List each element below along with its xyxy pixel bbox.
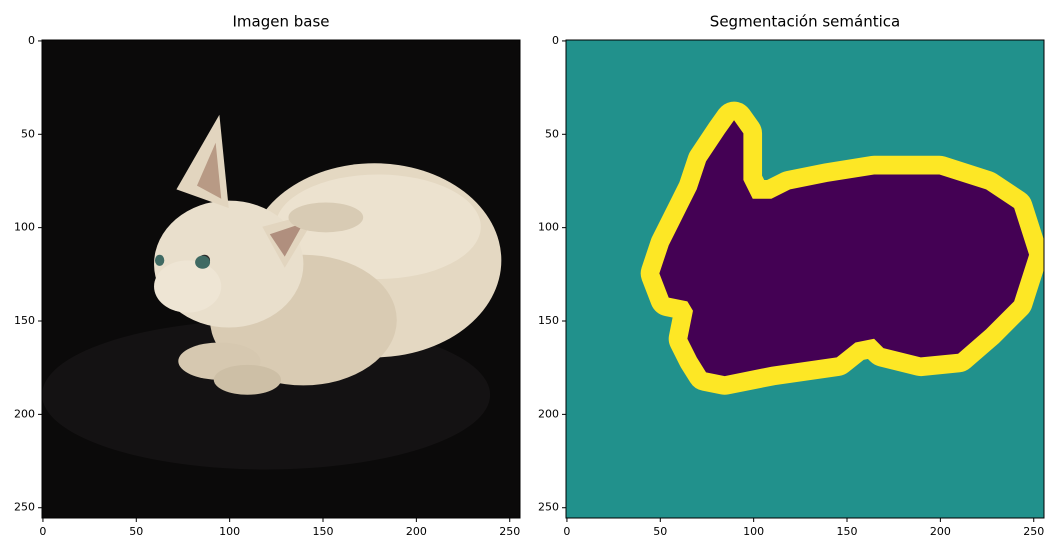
x-tick-label: 150 <box>837 525 858 538</box>
y-tick-label: 200 <box>538 407 559 420</box>
x-tick-label: 100 <box>219 525 240 538</box>
y-tick-label: 50 <box>545 127 559 140</box>
cat-photo <box>42 40 520 518</box>
image-area <box>566 40 1044 518</box>
image-area <box>42 40 520 518</box>
x-tick-label: 150 <box>313 525 334 538</box>
x-tick-label: 200 <box>930 525 951 538</box>
y-tick-label: 0 <box>28 34 35 47</box>
x-tick-label: 200 <box>406 525 427 538</box>
chart-title: Imagen base <box>232 13 329 31</box>
y-tick-label: 0 <box>552 34 559 47</box>
x-tick-label: 50 <box>129 525 143 538</box>
x-tick-label: 100 <box>743 525 764 538</box>
y-tick-label: 150 <box>538 314 559 327</box>
chart-title: Segmentación semántica <box>710 13 900 31</box>
x-tick-label: 250 <box>499 525 520 538</box>
y-tick-label: 200 <box>14 407 35 420</box>
y-tick-label: 250 <box>538 501 559 514</box>
y-tick-label: 100 <box>538 221 559 234</box>
y-tick-label: 150 <box>14 314 35 327</box>
x-tick-label: 50 <box>653 525 667 538</box>
y-tick-label: 100 <box>14 221 35 234</box>
x-tick-label: 0 <box>563 525 570 538</box>
segmentation-map <box>566 40 1044 518</box>
y-tick-label: 50 <box>21 127 35 140</box>
x-tick-label: 250 <box>1023 525 1044 538</box>
y-tick-label: 250 <box>14 501 35 514</box>
figure: Imagen base 0 50 100 150 200 250 0 50 100 150 200 25… <box>0 0 1045 540</box>
x-tick-label: 0 <box>39 525 46 538</box>
